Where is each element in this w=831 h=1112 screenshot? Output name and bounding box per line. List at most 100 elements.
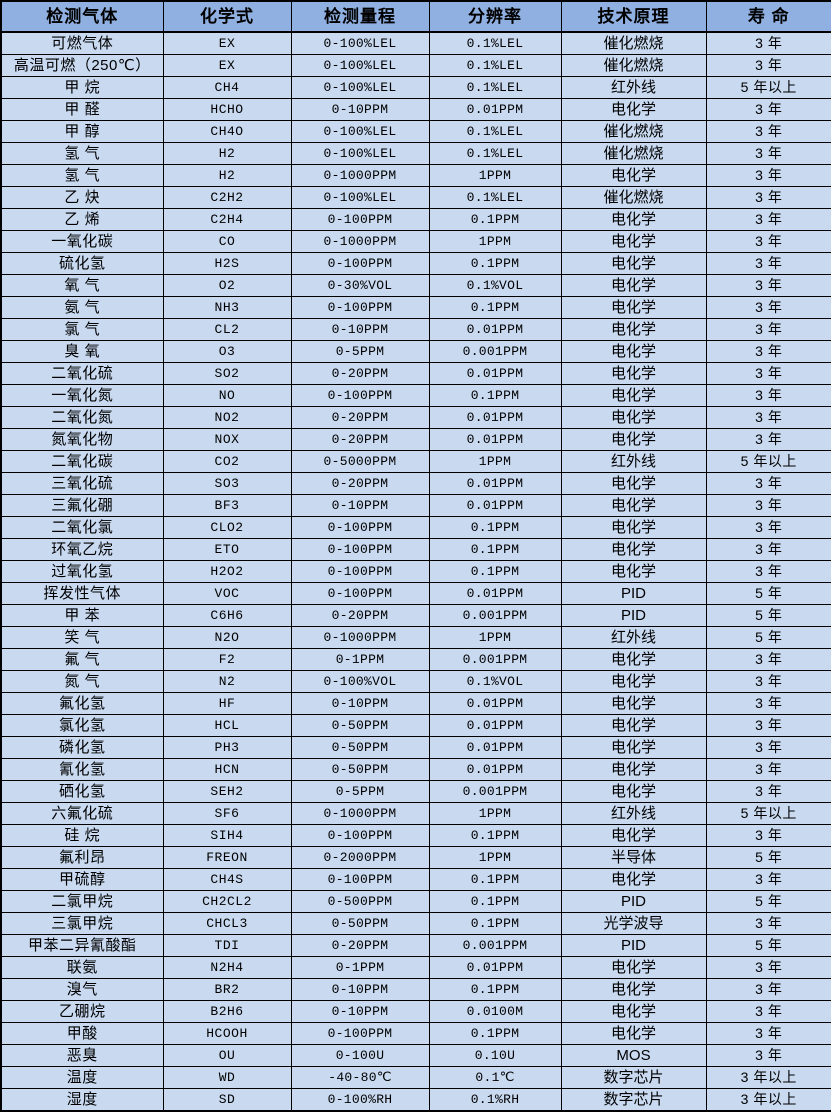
- table-row: 挥发性气体 VOC 0-100PPM 0.01PPM PID 5 年: [0, 582, 831, 605]
- table-row: 硒化氢 SEH2 0-5PPM 0.001PPM 电化学 3 年: [0, 780, 831, 803]
- cell-formula: CO2: [162, 450, 292, 473]
- cell-life: 5 年: [705, 890, 831, 913]
- cell-formula: C6H6: [162, 604, 292, 627]
- cell-gas: 恶臭: [0, 1044, 164, 1067]
- cell-life: 3 年: [705, 164, 831, 187]
- cell-range: 0-100PPM: [290, 824, 430, 847]
- cell-gas: 氰化氢: [0, 758, 164, 781]
- table-row: 甲酸 HCOOH 0-100PPM 0.1PPM 电化学 3 年: [0, 1022, 831, 1045]
- cell-life: 3 年: [705, 142, 831, 165]
- cell-life: 3 年: [705, 736, 831, 759]
- table-row: 氟化氢 HF 0-10PPM 0.01PPM 电化学 3 年: [0, 692, 831, 715]
- cell-resolution: 0.1%VOL: [428, 670, 562, 693]
- cell-principle: 电化学: [560, 978, 707, 1001]
- cell-resolution: 0.1℃: [428, 1066, 562, 1089]
- cell-life: 3 年: [705, 318, 831, 341]
- cell-life: 3 年: [705, 560, 831, 583]
- table-row: 氟利昂 FREON 0-2000PPM 1PPM 半导体 5 年: [0, 846, 831, 869]
- cell-principle: 催化燃烧: [560, 31, 707, 55]
- cell-resolution: 0.001PPM: [428, 648, 562, 671]
- cell-principle: 电化学: [560, 208, 707, 231]
- table-row: 乙 烯 C2H4 0-100PPM 0.1PPM 电化学 3 年: [0, 208, 831, 231]
- cell-formula: SO2: [162, 362, 292, 385]
- cell-formula: F2: [162, 648, 292, 671]
- cell-range: 0-1000PPM: [290, 802, 430, 825]
- cell-gas: 氟 气: [0, 648, 164, 671]
- cell-gas: 三氧化硫: [0, 472, 164, 495]
- cell-range: 0-100%LEL: [290, 31, 430, 55]
- cell-formula: HCHO: [162, 98, 292, 121]
- cell-principle: 电化学: [560, 252, 707, 275]
- cell-life: 3 年: [705, 956, 831, 979]
- cell-principle: 电化学: [560, 1022, 707, 1045]
- cell-resolution: 0.01PPM: [428, 582, 562, 605]
- cell-gas: 联氨: [0, 956, 164, 979]
- cell-resolution: 0.1PPM: [428, 538, 562, 561]
- cell-range: 0-10PPM: [290, 978, 430, 1001]
- cell-resolution: 0.01PPM: [428, 318, 562, 341]
- cell-life: 3 年: [705, 670, 831, 693]
- cell-resolution: 0.01PPM: [428, 428, 562, 451]
- table-row: 三氟化硼 BF3 0-10PPM 0.01PPM 电化学 3 年: [0, 494, 831, 517]
- cell-resolution: 0.1%LEL: [428, 54, 562, 77]
- cell-resolution: 0.1%LEL: [428, 31, 562, 55]
- cell-formula: ETO: [162, 538, 292, 561]
- table-row: 氮 气 N2 0-100%VOL 0.1%VOL 电化学 3 年: [0, 670, 831, 693]
- cell-gas: 硅 烷: [0, 824, 164, 847]
- cell-range: 0-100%RH: [290, 1088, 430, 1112]
- cell-resolution: 0.001PPM: [428, 604, 562, 627]
- cell-life: 5 年以上: [705, 76, 831, 99]
- cell-range: 0-20PPM: [290, 362, 430, 385]
- cell-formula: VOC: [162, 582, 292, 605]
- table-body: 可燃气体 EX 0-100%LEL 0.1%LEL 催化燃烧 3 年高温可燃（250℃） E…: [0, 31, 831, 1112]
- cell-range: 0-5PPM: [290, 780, 430, 803]
- cell-resolution: 0.01PPM: [428, 406, 562, 429]
- cell-range: 0-100PPM: [290, 868, 430, 891]
- cell-gas: 溴气: [0, 978, 164, 1001]
- table-row: 硫化氢 H2S 0-100PPM 0.1PPM 电化学 3 年: [0, 252, 831, 275]
- cell-range: 0-100%LEL: [290, 54, 430, 77]
- cell-resolution: 0.1PPM: [428, 516, 562, 539]
- cell-life: 3 年: [705, 428, 831, 451]
- cell-gas: 二氧化氮: [0, 406, 164, 429]
- cell-gas: 二氧化氯: [0, 516, 164, 539]
- cell-resolution: 0.1PPM: [428, 1022, 562, 1045]
- cell-resolution: 0.1PPM: [428, 296, 562, 319]
- cell-range: 0-50PPM: [290, 736, 430, 759]
- cell-gas: 氨 气: [0, 296, 164, 319]
- cell-resolution: 0.1%VOL: [428, 274, 562, 297]
- cell-life: 3 年: [705, 362, 831, 385]
- table-row: 甲 醇 CH4O 0-100%LEL 0.1%LEL 催化燃烧 3 年: [0, 120, 831, 143]
- table-row: 高温可燃（250℃） EX 0-100%LEL 0.1%LEL 催化燃烧 3 年: [0, 54, 831, 77]
- table-row: 二氧化氮 NO2 0-20PPM 0.01PPM 电化学 3 年: [0, 406, 831, 429]
- cell-gas: 三氯甲烷: [0, 912, 164, 935]
- table-row: 氮氧化物 NOX 0-20PPM 0.01PPM 电化学 3 年: [0, 428, 831, 451]
- cell-life: 3 年: [705, 1022, 831, 1045]
- cell-principle: 电化学: [560, 1000, 707, 1023]
- cell-formula: EX: [162, 31, 292, 55]
- cell-formula: SD: [162, 1088, 292, 1112]
- cell-formula: N2: [162, 670, 292, 693]
- cell-life: 3 年: [705, 978, 831, 1001]
- cell-principle: 电化学: [560, 758, 707, 781]
- cell-formula: BR2: [162, 978, 292, 1001]
- table-row: 甲 烷 CH4 0-100%LEL 0.1%LEL 红外线 5 年以上: [0, 76, 831, 99]
- table-row: 六氟化硫 SF6 0-1000PPM 1PPM 红外线 5 年以上: [0, 802, 831, 825]
- cell-gas: 温度: [0, 1066, 164, 1089]
- cell-resolution: 0.1PPM: [428, 824, 562, 847]
- cell-life: 3 年以上: [705, 1066, 831, 1089]
- cell-life: 3 年: [705, 186, 831, 209]
- cell-formula: OU: [162, 1044, 292, 1067]
- cell-resolution: 0.001PPM: [428, 340, 562, 363]
- cell-principle: 催化燃烧: [560, 142, 707, 165]
- cell-range: 0-10PPM: [290, 692, 430, 715]
- cell-life: 3 年: [705, 31, 831, 55]
- cell-principle: 电化学: [560, 560, 707, 583]
- table-row: 笑 气 N2O 0-1000PPM 1PPM 红外线 5 年: [0, 626, 831, 649]
- cell-range: 0-100PPM: [290, 560, 430, 583]
- table-row: 氧 气 O2 0-30%VOL 0.1%VOL 电化学 3 年: [0, 274, 831, 297]
- cell-resolution: 1PPM: [428, 626, 562, 649]
- cell-formula: H2: [162, 142, 292, 165]
- cell-gas: 硒化氢: [0, 780, 164, 803]
- cell-range: 0-50PPM: [290, 714, 430, 737]
